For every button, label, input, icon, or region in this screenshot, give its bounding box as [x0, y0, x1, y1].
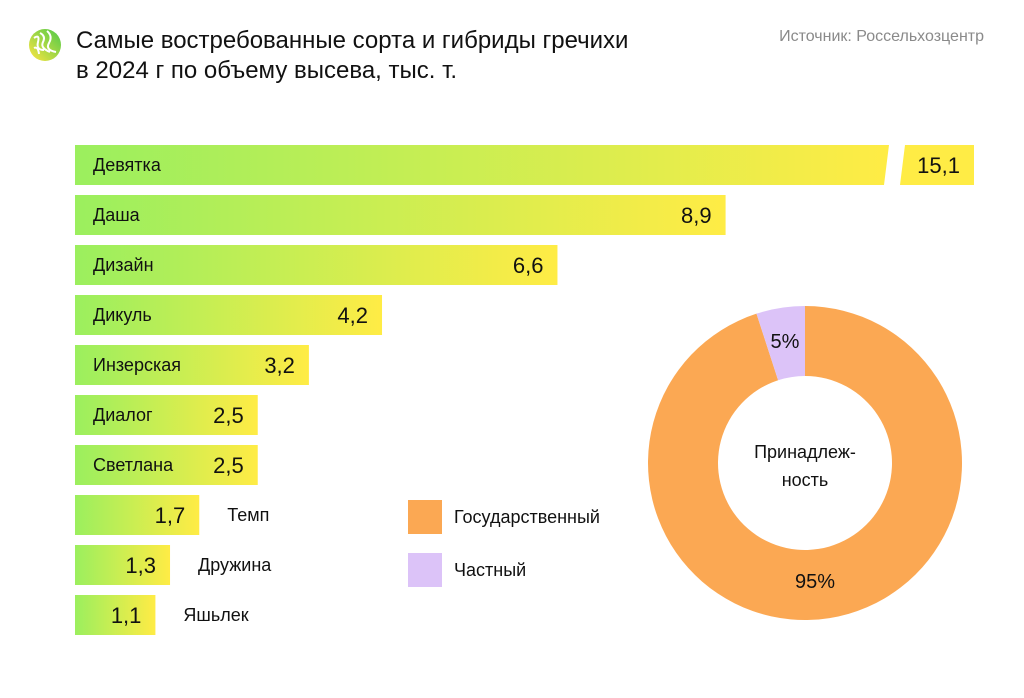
- bar-value-label: 8,9: [681, 203, 712, 228]
- bar-category-label: Дизайн: [93, 255, 154, 275]
- bar-value-label: 2,5: [213, 403, 244, 428]
- bar: [75, 345, 309, 385]
- bar: [75, 495, 200, 535]
- bar-category-label: Инзерская: [93, 355, 181, 375]
- donut-center-label: ность: [782, 470, 829, 490]
- title-line-1: Самые востребованные сорта и гибриды гре…: [76, 27, 629, 54]
- bar: [75, 595, 156, 635]
- bar-value-label: 2,5: [213, 453, 244, 478]
- bar: [75, 145, 889, 185]
- bar-category-label: Дикуль: [93, 305, 152, 325]
- bar-category-label: Девятка: [93, 155, 162, 175]
- bar-category-label: Светлана: [93, 455, 174, 475]
- bar: [75, 245, 558, 285]
- bar-break-segment: [900, 145, 974, 185]
- bar: [75, 395, 258, 435]
- bar-category-label: Дружина: [198, 555, 272, 575]
- bar: [75, 445, 258, 485]
- bar-value-label: 1,7: [155, 503, 186, 528]
- donut-slice: [756, 306, 805, 381]
- bar: [75, 195, 726, 235]
- bar-category-label: Яшьлек: [183, 605, 248, 625]
- bar-value-label: 1,1: [111, 603, 142, 628]
- slice-label: 5%: [771, 331, 800, 353]
- legend-item-private: Частный: [408, 553, 526, 587]
- logo-icon: [29, 29, 61, 61]
- bar: [75, 295, 383, 335]
- legend-swatch-state: [408, 500, 442, 534]
- bar-value-label: 3,2: [264, 353, 295, 378]
- legend-item-state: Государственный: [408, 500, 600, 534]
- bar-category-label: Диалог: [93, 405, 153, 425]
- bar-value-label: 15,1: [917, 153, 960, 178]
- donut-center-label: Принадлеж-: [754, 442, 856, 462]
- legend-label: Частный: [454, 559, 527, 580]
- source-note: Источник: Россельхозцентр: [779, 28, 984, 45]
- chart-title: Самые востребованные сорта и гибриды гре…: [76, 26, 736, 86]
- bar-value-label: 6,6: [513, 253, 544, 278]
- bar-category-label: Даша: [93, 205, 141, 225]
- bar-value-label: 1,3: [125, 553, 156, 578]
- bar: [75, 545, 171, 585]
- title-line-2: в 2024 г по объему высева, тыс. т.: [76, 57, 458, 84]
- bar-value-label: 4,2: [337, 303, 368, 328]
- legend-swatch-private: [408, 553, 442, 587]
- donut-slice: [647, 306, 962, 620]
- slice-label: 95%: [795, 571, 835, 593]
- bar-category-label: Темп: [227, 505, 269, 525]
- legend-label: Государственный: [454, 506, 600, 527]
